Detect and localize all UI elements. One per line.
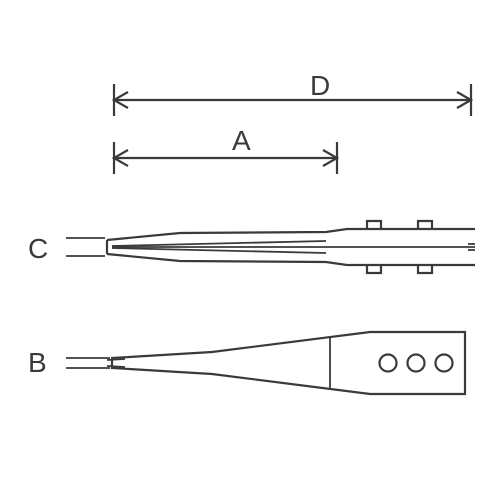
label-c: C — [28, 233, 48, 264]
dimension-a — [114, 142, 337, 174]
side-view — [107, 332, 465, 394]
label-d: D — [310, 70, 330, 101]
dimension-d — [114, 84, 471, 116]
label-a: A — [232, 125, 251, 156]
top-view — [107, 221, 475, 273]
label-b: B — [28, 347, 47, 378]
leader-c — [66, 238, 105, 256]
leader-b — [66, 358, 110, 368]
